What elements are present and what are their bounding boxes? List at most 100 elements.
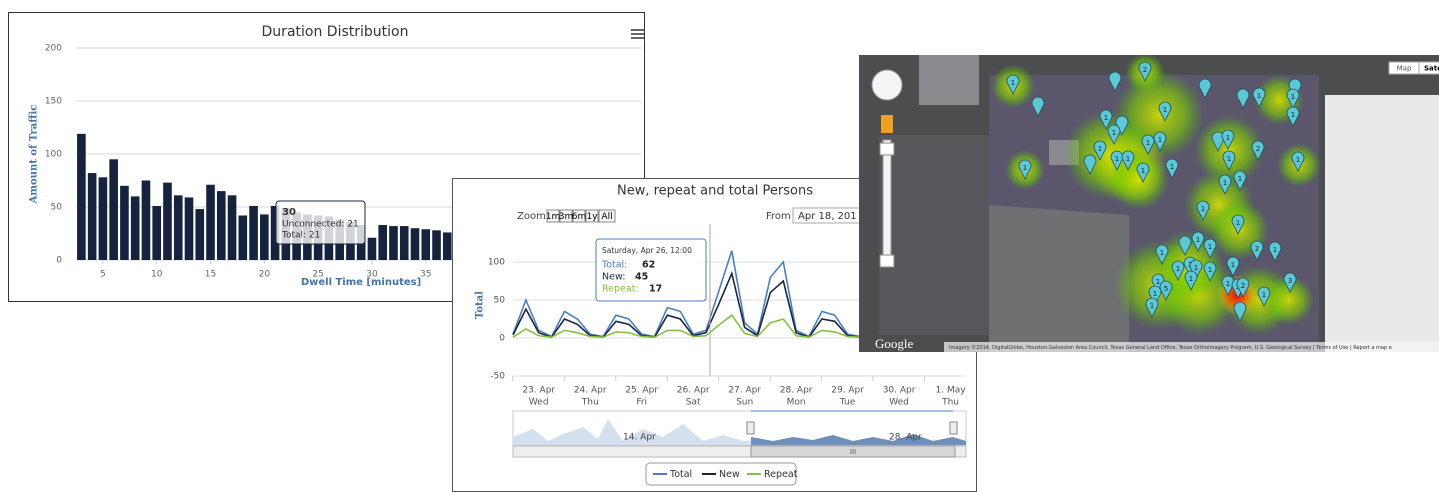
map: 1211111111111111211111111111111211511111… bbox=[859, 55, 1439, 352]
menu-bar[interactable] bbox=[631, 37, 644, 39]
x-tick-weekday: Sun bbox=[736, 398, 753, 408]
marker-label[interactable]: 1 bbox=[1273, 246, 1277, 254]
marker-label[interactable]: 1 bbox=[1023, 164, 1027, 172]
marker-label[interactable]: 1 bbox=[1112, 129, 1116, 137]
bar bbox=[195, 209, 204, 260]
marker-label[interactable]: 1 bbox=[1011, 79, 1015, 87]
google-logo: Google bbox=[875, 336, 914, 351]
x-tick-weekday: Tue bbox=[839, 398, 856, 408]
marker-label[interactable]: 1 bbox=[1227, 155, 1231, 163]
bar bbox=[389, 226, 398, 260]
navigator-handle[interactable] bbox=[950, 422, 957, 434]
marker-label[interactable]: 1 bbox=[1194, 264, 1198, 272]
x-tick-weekday: Sat bbox=[686, 398, 701, 408]
pegman[interactable] bbox=[881, 115, 893, 133]
menu-bar[interactable] bbox=[631, 29, 644, 31]
marker-label[interactable]: 2 bbox=[1256, 145, 1260, 153]
tooltip-row-value: 62 bbox=[642, 260, 655, 271]
navigator-label: 14. Apr bbox=[623, 433, 656, 443]
marker-label[interactable]: 1 bbox=[1146, 139, 1150, 147]
tooltip-line: Unconnected: 21 bbox=[282, 220, 359, 230]
y-tick-label: 50 bbox=[494, 296, 506, 306]
legend-label[interactable]: Repeat bbox=[764, 469, 798, 480]
marker-label[interactable]: 1 bbox=[1150, 302, 1154, 310]
y-axis-label: Total bbox=[475, 291, 486, 319]
x-tick-label: 1. May bbox=[936, 386, 967, 396]
pan-control[interactable] bbox=[872, 70, 902, 100]
marker-label[interactable]: 1 bbox=[1208, 266, 1212, 274]
marker-label[interactable]: 1 bbox=[1163, 106, 1167, 114]
menu-button[interactable] bbox=[631, 29, 644, 39]
navigator-label: 28. Apr bbox=[889, 433, 922, 443]
marker-label[interactable]: 2 bbox=[1255, 245, 1259, 253]
navigator: 14. Apr 28. Apr III bbox=[513, 411, 966, 457]
y-tick-label: 100 bbox=[45, 150, 62, 160]
bar bbox=[206, 185, 215, 260]
marker-label[interactable]: 1 bbox=[1098, 145, 1102, 153]
marker-label[interactable]: 1 bbox=[1262, 291, 1266, 299]
x-tick-label: 29. Apr bbox=[831, 386, 864, 396]
bar bbox=[411, 228, 420, 260]
x-tick-weekday: Wed bbox=[889, 398, 909, 408]
marker-label[interactable]: 1 bbox=[1238, 175, 1242, 183]
range-value[interactable]: Apr 18, 201 bbox=[798, 211, 857, 222]
marker-label[interactable]: 1 bbox=[1158, 136, 1162, 144]
marker-label[interactable]: 1 bbox=[1291, 111, 1295, 119]
satellite-button-label[interactable]: Satellit bbox=[1424, 65, 1439, 73]
zoom-out[interactable] bbox=[880, 255, 894, 267]
marker-label[interactable]: 1 bbox=[1208, 243, 1212, 251]
bar bbox=[239, 215, 248, 260]
lot bbox=[989, 205, 1129, 352]
marker-label[interactable]: 1 bbox=[1231, 261, 1235, 269]
x-tick-label: 27. Apr bbox=[728, 386, 761, 396]
roof bbox=[919, 55, 979, 105]
attribution[interactable]: Imagery ©2014, DigitalGlobe, Houston-Gal… bbox=[949, 344, 1392, 351]
y-axis-label: Amount of Traffic bbox=[29, 105, 40, 205]
scrollbar-grip[interactable]: III bbox=[850, 448, 856, 456]
x-tick-weekday: Thu bbox=[941, 398, 959, 408]
navigator-handle[interactable] bbox=[747, 422, 754, 434]
zoom-button-label[interactable]: 1y bbox=[586, 212, 598, 222]
marker-label[interactable]: 1 bbox=[1176, 265, 1180, 273]
x-tick-label: 28. Apr bbox=[780, 386, 813, 396]
marker-label[interactable]: 1 bbox=[1104, 114, 1108, 122]
marker-label[interactable]: 1 bbox=[1291, 93, 1295, 101]
bar bbox=[77, 134, 86, 260]
marker-label[interactable]: 1 bbox=[1223, 179, 1227, 187]
page: Duration Distribution0501001502005101520… bbox=[0, 0, 1439, 492]
x-tick-label: 15 bbox=[205, 270, 216, 280]
marker-label[interactable]: 2 bbox=[1143, 66, 1147, 74]
marker-label[interactable]: 3 bbox=[1288, 277, 1292, 285]
marker-label[interactable]: 1 bbox=[1296, 156, 1300, 164]
marker-label[interactable]: 1 bbox=[1115, 155, 1119, 163]
marker-label[interactable]: 1 bbox=[1153, 290, 1157, 298]
marker-label[interactable]: 1 bbox=[1126, 155, 1130, 163]
marker-label[interactable]: 1 bbox=[1196, 236, 1200, 244]
x-tick-weekday: Wed bbox=[529, 398, 549, 408]
zoom-button-label[interactable]: 6m bbox=[572, 212, 587, 222]
zoom-button-label[interactable]: All bbox=[601, 212, 612, 222]
marker-label[interactable]: 1 bbox=[1160, 249, 1164, 257]
map-button-label[interactable]: Map bbox=[1397, 65, 1412, 73]
marker-label[interactable]: 1 bbox=[1189, 275, 1193, 283]
marker-label[interactable]: 1 bbox=[1170, 163, 1174, 171]
legend-label[interactable]: New bbox=[719, 469, 740, 480]
parking bbox=[879, 135, 999, 335]
marker-label[interactable]: 1 bbox=[1236, 219, 1240, 227]
marker-label[interactable]: 1 bbox=[1141, 167, 1145, 175]
zoom-slider[interactable] bbox=[883, 140, 891, 265]
legend-label[interactable]: Total bbox=[669, 469, 692, 480]
zoom-in[interactable] bbox=[880, 143, 894, 155]
marker-label[interactable]: 1 bbox=[1226, 280, 1230, 288]
marker-label[interactable]: 1 bbox=[1156, 278, 1160, 286]
marker-label[interactable]: 1 bbox=[1226, 134, 1230, 142]
marker-label[interactable]: 1 bbox=[1201, 205, 1205, 213]
bar bbox=[260, 214, 269, 260]
y-tick-label: 0 bbox=[499, 334, 505, 344]
marker-label[interactable]: 2 bbox=[1241, 282, 1245, 290]
menu-bar[interactable] bbox=[631, 33, 644, 35]
bar bbox=[185, 197, 194, 260]
marker-label[interactable]: 5 bbox=[1164, 285, 1168, 293]
marker-label[interactable]: 1 bbox=[1257, 92, 1261, 100]
warehouse bbox=[1325, 95, 1439, 352]
